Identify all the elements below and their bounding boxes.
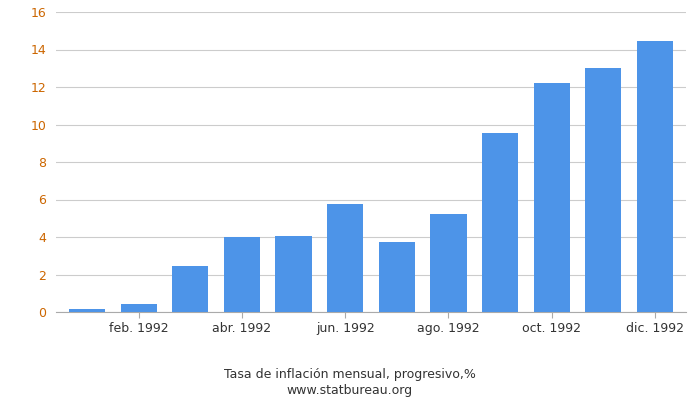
Bar (69, 309, 105, 312)
Bar (276, 236, 312, 312)
Bar (120, 304, 157, 312)
Bar (379, 242, 415, 312)
Bar (533, 83, 570, 312)
Bar (637, 41, 673, 312)
Text: Tasa de inflación mensual, progresivo,%: Tasa de inflación mensual, progresivo,% (224, 368, 476, 381)
Bar (585, 68, 622, 312)
Bar (224, 237, 260, 312)
Bar (327, 204, 363, 312)
Text: www.statbureau.org: www.statbureau.org (287, 384, 413, 397)
Bar (430, 214, 466, 312)
Bar (172, 266, 209, 312)
Bar (482, 133, 518, 312)
